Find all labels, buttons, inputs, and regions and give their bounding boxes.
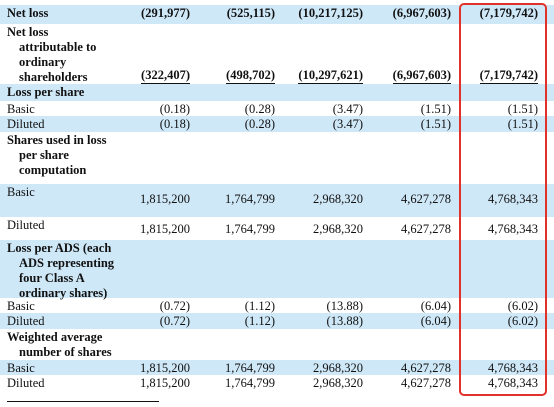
row-label: Weighted average number of shares: [7, 330, 112, 359]
table-cell: 2,968,320: [313, 192, 363, 206]
table-cell: 4,768,343: [488, 361, 538, 375]
table-cell: (1.51): [507, 117, 538, 131]
table-cell: 1,815,200: [140, 361, 190, 375]
table-cell: (0.72): [159, 299, 190, 313]
table-cell: 1,764,799: [225, 192, 275, 206]
table-row: Basic 1,815,200 1,764,799 2,968,320 4,627,27…: [0, 360, 554, 375]
table-cell: (525,115): [226, 6, 275, 20]
row-label: Loss per ADS (each ADS representing four C…: [7, 241, 115, 300]
table-cell: (6,967,603): [392, 6, 451, 20]
table-cell: (0.18): [159, 102, 190, 116]
row-label: Diluted: [7, 218, 45, 232]
table-cell: 4,627,278: [401, 376, 451, 390]
table-cell: 1,815,200: [140, 376, 190, 390]
table-cell: 1,764,799: [225, 222, 275, 236]
table-row: Diluted 1,815,200 1,764,799 2,968,320 4,627,…: [0, 375, 554, 391]
table-row: Shares used in loss per share computation: [0, 132, 554, 184]
table-cell: (7,179,742): [479, 6, 538, 20]
row-label: Diluted: [7, 314, 45, 328]
table-row: Basic 1,815,200 1,764,799 2,968,320 4,627,27…: [0, 184, 554, 217]
table-cell: 1,764,799: [225, 361, 275, 375]
table-cell: (0.72): [159, 314, 190, 328]
table-cell: 2,968,320: [313, 222, 363, 236]
table-cell: 4,768,343: [488, 192, 538, 206]
table-cell: (6.04): [420, 299, 451, 313]
table-cell: (1.51): [420, 102, 451, 116]
table-cell: (13.88): [326, 314, 363, 328]
table-cell: (10,217,125): [298, 6, 363, 20]
table-cell: 1,815,200: [140, 222, 190, 236]
table-row: Diluted (0.72) (1.12) (13.88) (6.04) (6.02): [0, 313, 554, 329]
table-cell: (3.47): [332, 102, 363, 116]
table-cell: 2,968,320: [313, 376, 363, 390]
row-label: Diluted: [7, 117, 45, 131]
table-cell: 4,768,343: [488, 222, 538, 236]
table-cell: (1.51): [420, 117, 451, 131]
row-label: Basic: [7, 361, 35, 375]
table-cell: (6.02): [507, 299, 538, 313]
table-row: Loss per ADS (each ADS representing four C…: [0, 240, 554, 300]
table-cell: (0.28): [244, 117, 275, 131]
table-cell: 4,627,278: [401, 222, 451, 236]
table-row: Basic (0.18) (0.28) (3.47) (1.51) (1.51): [0, 101, 554, 116]
table-row: Basic (0.72) (1.12) (13.88) (6.04) (6.02): [0, 298, 554, 313]
table-cell: (1.12): [244, 299, 275, 313]
table-cell: (1.51): [507, 102, 538, 116]
row-label: Basic: [7, 185, 35, 199]
row-label: Basic: [7, 299, 35, 313]
table-cell: 1,815,200: [140, 192, 190, 206]
table-cell: 1,764,799: [225, 376, 275, 390]
table-cell: 4,768,343: [488, 376, 538, 390]
table-cell: (6.04): [420, 314, 451, 328]
table-cell: (291,977): [141, 6, 190, 20]
table-row: Net loss (291,977) (525,115) (10,217,125) (6…: [0, 5, 554, 24]
row-label: Net loss attributable to ordinary sharehold…: [7, 25, 97, 84]
row-label: Basic: [7, 102, 35, 116]
footnote-rule: [7, 401, 159, 402]
table-row: Weighted average number of shares: [0, 329, 554, 360]
table-row: Loss per share: [0, 84, 554, 101]
table-cell: (13.88): [326, 299, 363, 313]
row-label: Loss per share: [7, 85, 85, 99]
row-label: Shares used in loss per share computation: [7, 133, 107, 177]
table-cell: (0.18): [159, 117, 190, 131]
table-cell: 4,627,278: [401, 361, 451, 375]
table-cell: 2,968,320: [313, 361, 363, 375]
highlight-box: [459, 3, 547, 396]
row-label: Net loss: [7, 6, 49, 20]
table-cell: (1.12): [244, 314, 275, 328]
row-label: Diluted: [7, 376, 45, 390]
table-cell: (6.02): [507, 314, 538, 328]
table-row: Diluted (0.18) (0.28) (3.47) (1.51) (1.51): [0, 116, 554, 132]
table-cell: (0.28): [244, 102, 275, 116]
table-row: Diluted 1,815,200 1,764,799 2,968,320 4,627,…: [0, 217, 554, 240]
table-cell: 4,627,278: [401, 192, 451, 206]
table-cell: (3.47): [332, 117, 363, 131]
